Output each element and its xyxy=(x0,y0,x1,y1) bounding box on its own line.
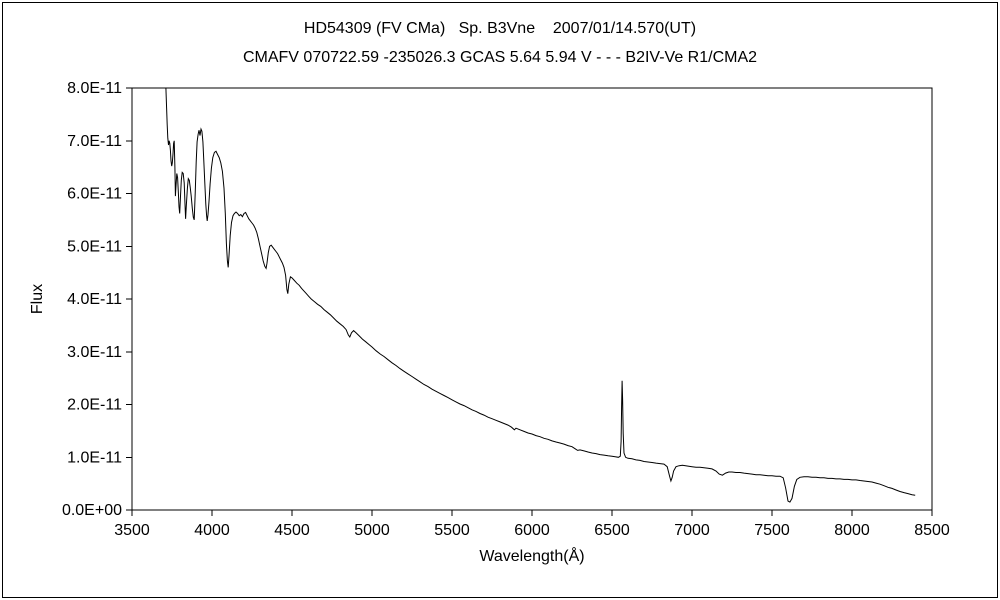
y-tick-label: 2.0E-11 xyxy=(67,397,122,414)
x-tick-label: 5000 xyxy=(354,522,390,539)
y-tick-label: 3.0E-11 xyxy=(67,344,122,361)
x-tick-label: 5500 xyxy=(434,522,470,539)
x-tick-label: 8000 xyxy=(834,522,870,539)
x-tick-label: 7000 xyxy=(674,522,710,539)
x-tick-label: 4500 xyxy=(274,522,310,539)
y-tick-label: 0.0E+00 xyxy=(62,502,122,519)
plot-area xyxy=(131,87,933,511)
axis-ticks xyxy=(126,87,933,516)
x-tick-label: 4000 xyxy=(194,522,230,539)
spectrum-line xyxy=(165,87,916,503)
y-tick-label: 7.0E-11 xyxy=(67,133,122,150)
y-tick-label: 8.0E-11 xyxy=(67,80,122,97)
tick-labels: 3500 4000 4500 5000 5500 6000 6500 7000 7500 8000… xyxy=(62,80,950,539)
y-tick-label: 4.0E-11 xyxy=(67,291,122,308)
chart-titles: HD54309 (FV CMa) Sp. B3Vne 2007/01/14.57… xyxy=(0,14,1000,72)
x-tick-label: 3500 xyxy=(114,522,150,539)
y-tick-label: 1.0E-11 xyxy=(67,449,122,466)
x-tick-label: 7500 xyxy=(754,522,790,539)
y-axis-label: Flux xyxy=(29,284,46,314)
chart-subtitle: CMAFV 070722.59 -235026.3 GCAS 5.64 5.94… xyxy=(242,49,758,66)
x-axis-label: Wavelength(Å) xyxy=(479,546,584,565)
y-tick-label: 5.0E-11 xyxy=(67,238,122,255)
x-tick-label: 6000 xyxy=(514,522,550,539)
y-tick-label: 6.0E-11 xyxy=(67,186,122,203)
chart-title: HD54309 (FV CMa) Sp. B3Vne 2007/01/14.57… xyxy=(303,20,697,37)
x-tick-label: 6500 xyxy=(594,522,630,539)
x-tick-label: 8500 xyxy=(914,522,950,539)
